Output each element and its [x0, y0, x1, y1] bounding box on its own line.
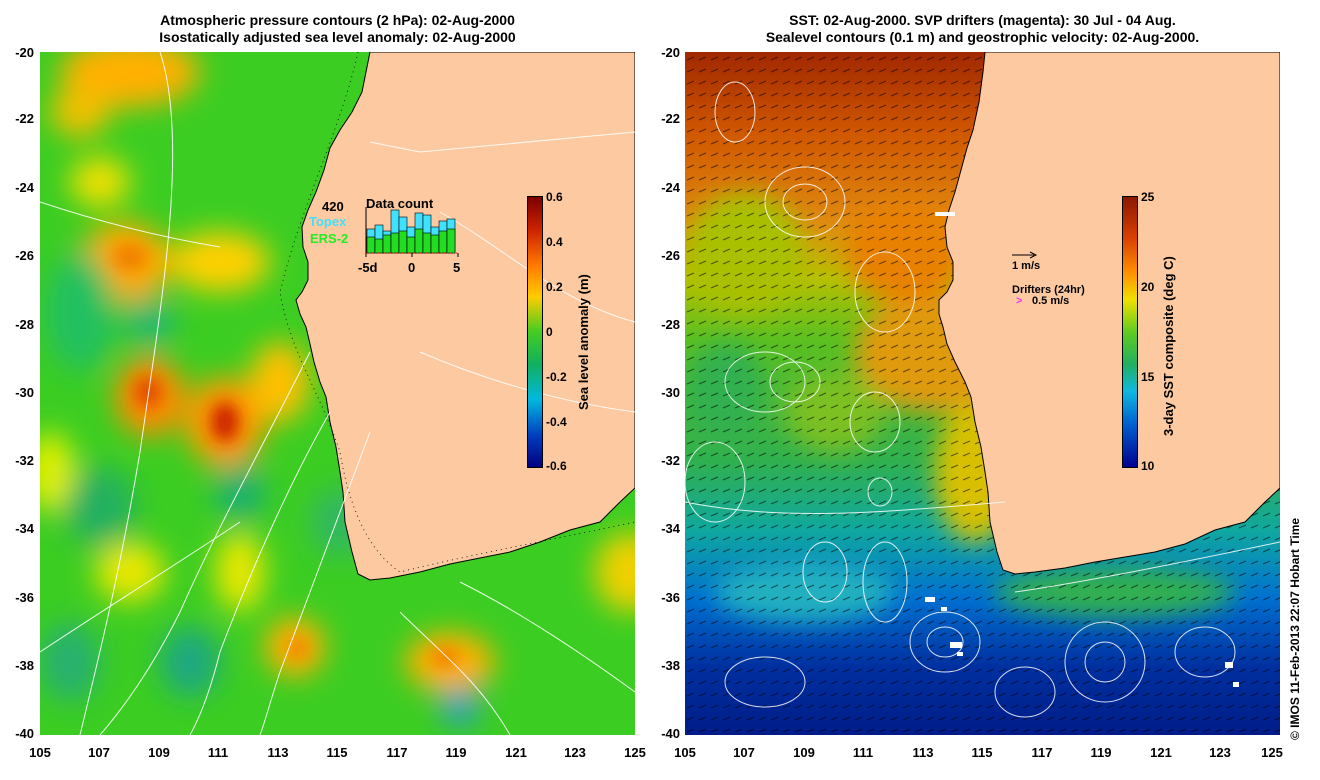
drifter-arrow-icon: > [1016, 295, 1023, 307]
left-lat-tick: -20 [15, 45, 34, 60]
left-lon-tick: 113 [267, 745, 289, 760]
right-lat-tick: -32 [661, 453, 680, 468]
cloud-masked-pixels [925, 212, 1239, 687]
left-lat-tick: -24 [15, 180, 34, 195]
right-lon-tick: 119 [1090, 745, 1112, 760]
sst-colorbar-tick-2: 15 [1141, 370, 1155, 384]
sla-colorbar-tick-4: -0.2 [546, 370, 567, 384]
right-lat-tick: -34 [661, 521, 680, 536]
left-title: Atmospheric pressure contours (2 hPa): 0… [40, 12, 635, 46]
left-lat-tick: -40 [15, 726, 34, 741]
sla-colorbar-tick-6: -0.6 [546, 459, 567, 473]
data-count-xtick-end: 5 [453, 260, 461, 275]
left-lon-tick: 115 [326, 745, 348, 760]
right-lat-tick: -40 [661, 726, 680, 741]
right-lon-tick: 109 [793, 745, 815, 760]
right-title-line2: Sealevel contours (0.1 m) and geostrophi… [765, 29, 1200, 45]
right-lat-tick: -22 [661, 111, 680, 126]
data-count-title: Data count [366, 196, 434, 211]
sst-colorbar-tick-0: 25 [1141, 190, 1155, 204]
right-lon-tick: 123 [1209, 745, 1231, 760]
left-lon-tick: 107 [88, 745, 110, 760]
sst-colorbar-tick-3: 10 [1141, 459, 1155, 473]
left-lon-tick: 119 [445, 745, 467, 760]
velocity-scale-label: 1 m/s [1012, 260, 1041, 272]
right-lon-tick: 125 [1261, 745, 1283, 760]
right-lon-tick: 105 [674, 745, 696, 760]
sla-colorbar-tick-5: -0.4 [546, 415, 567, 429]
left-lon-tick: 109 [148, 745, 170, 760]
left-lon-tick: 117 [386, 745, 408, 760]
left-lat-tick: -26 [15, 248, 34, 263]
right-title-line1: SST: 02-Aug-2000. SVP drifters (magenta)… [789, 12, 1176, 28]
left-title-line2: Isostatically adjusted sea level anomaly… [159, 29, 516, 45]
right-lon-tick: 121 [1150, 745, 1172, 760]
sla-colorbar-label: Sea level anomaly (m) [576, 274, 591, 410]
left-lat-tick: -38 [15, 658, 34, 673]
right-lon-tick: 113 [912, 745, 934, 760]
left-lon-tick: 121 [505, 745, 527, 760]
topex-label: Topex [309, 214, 347, 229]
sla-colorbar [527, 196, 543, 468]
data-count-histogram [365, 207, 459, 257]
left-lat-tick: -22 [15, 111, 34, 126]
velocity-arrow-icon [1012, 251, 1038, 259]
left-lat-tick: -30 [15, 385, 34, 400]
left-lat-tick: -28 [15, 317, 34, 332]
velocity-scale-legend: 1 m/s Drifters (24hr) > 0.5 m/s [1012, 250, 1112, 310]
sst-colorbar [1122, 196, 1138, 468]
sla-colorbar-tick-1: 0.4 [546, 235, 563, 249]
sea-level-anomaly-map-svg [40, 52, 635, 735]
sea-level-contours [685, 81, 1280, 718]
right-lat-tick: -26 [661, 248, 680, 263]
right-lat-tick: -28 [661, 317, 680, 332]
right-lat-tick: -30 [661, 385, 680, 400]
sea-level-anomaly-map[interactable] [40, 52, 635, 735]
data-count-inset: 420 Data count Topex ERS-2 [300, 192, 470, 282]
right-lat-tick: -24 [661, 180, 680, 195]
drifter-scale-label: 0.5 m/s [1032, 295, 1070, 307]
left-lat-tick: -34 [15, 521, 34, 536]
drifters-label: Drifters (24hr) [1012, 284, 1085, 296]
data-count-xtick-zero: 0 [408, 260, 416, 275]
right-title: SST: 02-Aug-2000. SVP drifters (magenta)… [685, 12, 1280, 46]
sst-map-svg [685, 52, 1280, 735]
left-lon-tick: 125 [624, 745, 646, 760]
left-lat-tick: -32 [15, 453, 34, 468]
land-australia [295, 52, 635, 581]
data-count-max: 420 [322, 199, 344, 214]
sst-map[interactable] [685, 52, 1280, 735]
sla-anomaly-peaks [112, 243, 459, 667]
imos-credit: © IMOS 11-Feb-2013 22:07 Hobart Time [1288, 517, 1302, 740]
right-lon-tick: 115 [971, 745, 993, 760]
right-lon-tick: 111 [852, 745, 874, 760]
data-count-xtick-start: -5d [358, 260, 378, 275]
right-lat-tick: -38 [661, 658, 680, 673]
right-lon-tick: 107 [733, 745, 755, 760]
data-count-bars [366, 209, 456, 254]
left-lon-tick: 123 [564, 745, 586, 760]
sst-colorbar-label: 3-day SST composite (deg C) [1161, 256, 1176, 436]
right-lon-tick: 117 [1031, 745, 1053, 760]
left-lat-tick: -36 [15, 590, 34, 605]
left-title-line1: Atmospheric pressure contours (2 hPa): 0… [160, 12, 515, 28]
right-lat-tick: -20 [661, 45, 680, 60]
sla-colorbar-tick-3: 0 [546, 325, 553, 339]
sla-colorbar-tick-0: 0.6 [546, 190, 563, 204]
ers2-label: ERS-2 [310, 231, 349, 246]
left-lon-tick: 105 [29, 745, 51, 760]
sst-colorbar-tick-1: 20 [1141, 280, 1155, 294]
left-lon-tick: 111 [207, 745, 229, 760]
sla-colorbar-tick-2: 0.2 [546, 280, 563, 294]
right-lat-tick: -36 [661, 590, 680, 605]
land-australia [938, 52, 1280, 575]
